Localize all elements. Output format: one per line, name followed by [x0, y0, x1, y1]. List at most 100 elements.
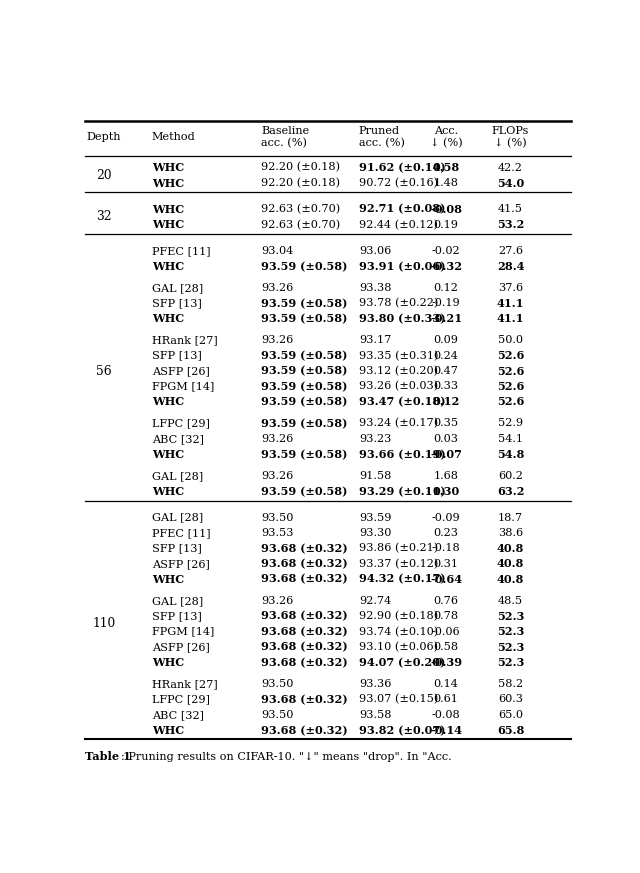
- Text: Pruned
acc. (%): Pruned acc. (%): [359, 126, 404, 148]
- Text: SFP [13]: SFP [13]: [152, 611, 202, 622]
- Text: 18.7: 18.7: [498, 512, 523, 523]
- Text: PFEC [11]: PFEC [11]: [152, 246, 211, 256]
- Text: 52.3: 52.3: [497, 611, 524, 622]
- Text: 0.47: 0.47: [433, 366, 458, 376]
- Text: 52.3: 52.3: [497, 642, 524, 652]
- Text: 93.53: 93.53: [261, 528, 294, 538]
- Text: 52.6: 52.6: [497, 366, 524, 376]
- Text: 93.59 (±0.58): 93.59 (±0.58): [261, 298, 348, 309]
- Text: 0.09: 0.09: [433, 335, 458, 345]
- Text: LFPC [29]: LFPC [29]: [152, 418, 210, 429]
- Text: WHC: WHC: [152, 177, 184, 189]
- Text: WHC: WHC: [152, 725, 184, 736]
- Text: 92.90 (±0.18): 92.90 (±0.18): [359, 611, 438, 622]
- Text: 41.5: 41.5: [498, 204, 523, 214]
- Text: 91.62 (±0.14): 91.62 (±0.14): [359, 162, 445, 173]
- Text: 93.68 (±0.32): 93.68 (±0.32): [261, 725, 348, 736]
- Text: 0.58: 0.58: [433, 162, 460, 173]
- Text: 93.26: 93.26: [261, 434, 293, 443]
- Text: 93.58: 93.58: [359, 710, 391, 720]
- Text: -0.08: -0.08: [431, 710, 460, 720]
- Text: WHC: WHC: [152, 449, 184, 460]
- Text: WHC: WHC: [152, 486, 184, 497]
- Text: HRank [27]: HRank [27]: [152, 679, 218, 689]
- Text: GAL [28]: GAL [28]: [152, 595, 203, 606]
- Text: 93.59 (±0.58): 93.59 (±0.58): [261, 313, 348, 324]
- Text: Acc.
↓ (%): Acc. ↓ (%): [429, 126, 463, 148]
- Text: : Pruning results on CIFAR-10. "↓" means "drop". In "Acc.: : Pruning results on CIFAR-10. "↓" means…: [121, 752, 452, 762]
- Text: 93.26: 93.26: [261, 595, 293, 606]
- Text: WHC: WHC: [152, 396, 184, 408]
- Text: -0.06: -0.06: [432, 627, 460, 636]
- Text: 93.35 (±0.31): 93.35 (±0.31): [359, 350, 438, 361]
- Text: -0.07: -0.07: [430, 449, 462, 460]
- Text: 93.59 (±0.58): 93.59 (±0.58): [261, 381, 348, 392]
- Text: GAL [28]: GAL [28]: [152, 471, 203, 481]
- Text: 28.4: 28.4: [497, 261, 524, 272]
- Text: 40.8: 40.8: [497, 543, 524, 553]
- Text: Depth: Depth: [86, 132, 121, 142]
- Text: 0.19: 0.19: [433, 220, 458, 230]
- Text: 90.72 (±0.16): 90.72 (±0.16): [359, 178, 438, 189]
- Text: WHC: WHC: [152, 313, 184, 324]
- Text: 41.1: 41.1: [497, 313, 524, 324]
- Text: 92.63 (±0.70): 92.63 (±0.70): [261, 204, 340, 215]
- Text: -0.32: -0.32: [430, 261, 462, 272]
- Text: SFP [13]: SFP [13]: [152, 299, 202, 308]
- Text: 0.76: 0.76: [433, 595, 458, 606]
- Text: 0.14: 0.14: [434, 679, 458, 689]
- Text: -0.21: -0.21: [430, 313, 462, 324]
- Text: 93.29 (±0.11): 93.29 (±0.11): [359, 486, 445, 497]
- Text: WHC: WHC: [152, 261, 184, 272]
- Text: GAL [28]: GAL [28]: [152, 283, 203, 292]
- Text: 56: 56: [96, 365, 111, 378]
- Text: 65.8: 65.8: [497, 725, 524, 736]
- Text: 93.74 (±0.10): 93.74 (±0.10): [359, 627, 438, 636]
- Text: 41.1: 41.1: [497, 298, 524, 309]
- Text: PFEC [11]: PFEC [11]: [152, 528, 211, 538]
- Text: ABC [32]: ABC [32]: [152, 710, 204, 720]
- Text: 42.2: 42.2: [498, 162, 523, 173]
- Text: 60.2: 60.2: [498, 471, 523, 481]
- Text: 93.68 (±0.32): 93.68 (±0.32): [261, 694, 348, 705]
- Text: Method: Method: [152, 132, 196, 142]
- Text: 65.0: 65.0: [498, 710, 523, 720]
- Text: 93.06: 93.06: [359, 246, 391, 256]
- Text: HRank [27]: HRank [27]: [152, 335, 218, 345]
- Text: -0.39: -0.39: [430, 657, 462, 668]
- Text: WHC: WHC: [152, 162, 184, 173]
- Text: 93.68 (±0.32): 93.68 (±0.32): [261, 642, 348, 652]
- Text: FPGM [14]: FPGM [14]: [152, 382, 214, 391]
- Text: 93.50: 93.50: [261, 512, 293, 523]
- Text: 93.59 (±0.58): 93.59 (±0.58): [261, 261, 348, 272]
- Text: 91.58: 91.58: [359, 471, 391, 481]
- Text: 52.6: 52.6: [497, 396, 524, 408]
- Text: FLOPs
↓ (%): FLOPs ↓ (%): [492, 126, 529, 148]
- Text: 37.6: 37.6: [498, 283, 523, 292]
- Text: ABC [32]: ABC [32]: [152, 434, 204, 443]
- Text: 27.6: 27.6: [498, 246, 523, 256]
- Text: 110: 110: [92, 617, 115, 630]
- Text: 0.23: 0.23: [433, 528, 458, 538]
- Text: 94.07 (±0.20): 94.07 (±0.20): [359, 657, 445, 668]
- Text: 63.2: 63.2: [497, 486, 524, 497]
- Text: 93.59 (±0.58): 93.59 (±0.58): [261, 449, 348, 460]
- Text: WHC: WHC: [152, 657, 184, 668]
- Text: 40.8: 40.8: [497, 574, 524, 585]
- Text: Table 1: Table 1: [85, 752, 131, 762]
- Text: 93.59 (±0.58): 93.59 (±0.58): [261, 350, 348, 361]
- Text: 93.66 (±0.19): 93.66 (±0.19): [359, 449, 445, 460]
- Text: 94.32 (±0.17): 94.32 (±0.17): [359, 574, 445, 585]
- Text: 93.68 (±0.32): 93.68 (±0.32): [261, 611, 348, 622]
- Text: -0.64: -0.64: [430, 574, 462, 585]
- Text: 93.26: 93.26: [261, 335, 293, 345]
- Text: 93.24 (±0.17): 93.24 (±0.17): [359, 418, 438, 429]
- Text: 92.71 (±0.08): 92.71 (±0.08): [359, 203, 445, 215]
- Text: Baseline
acc. (%): Baseline acc. (%): [261, 126, 309, 148]
- Text: WHC: WHC: [152, 574, 184, 585]
- Text: 52.3: 52.3: [497, 657, 524, 668]
- Text: 93.68 (±0.32): 93.68 (±0.32): [261, 543, 348, 553]
- Text: 52.6: 52.6: [497, 350, 524, 361]
- Text: 93.59 (±0.58): 93.59 (±0.58): [261, 486, 348, 497]
- Text: FPGM [14]: FPGM [14]: [152, 627, 214, 636]
